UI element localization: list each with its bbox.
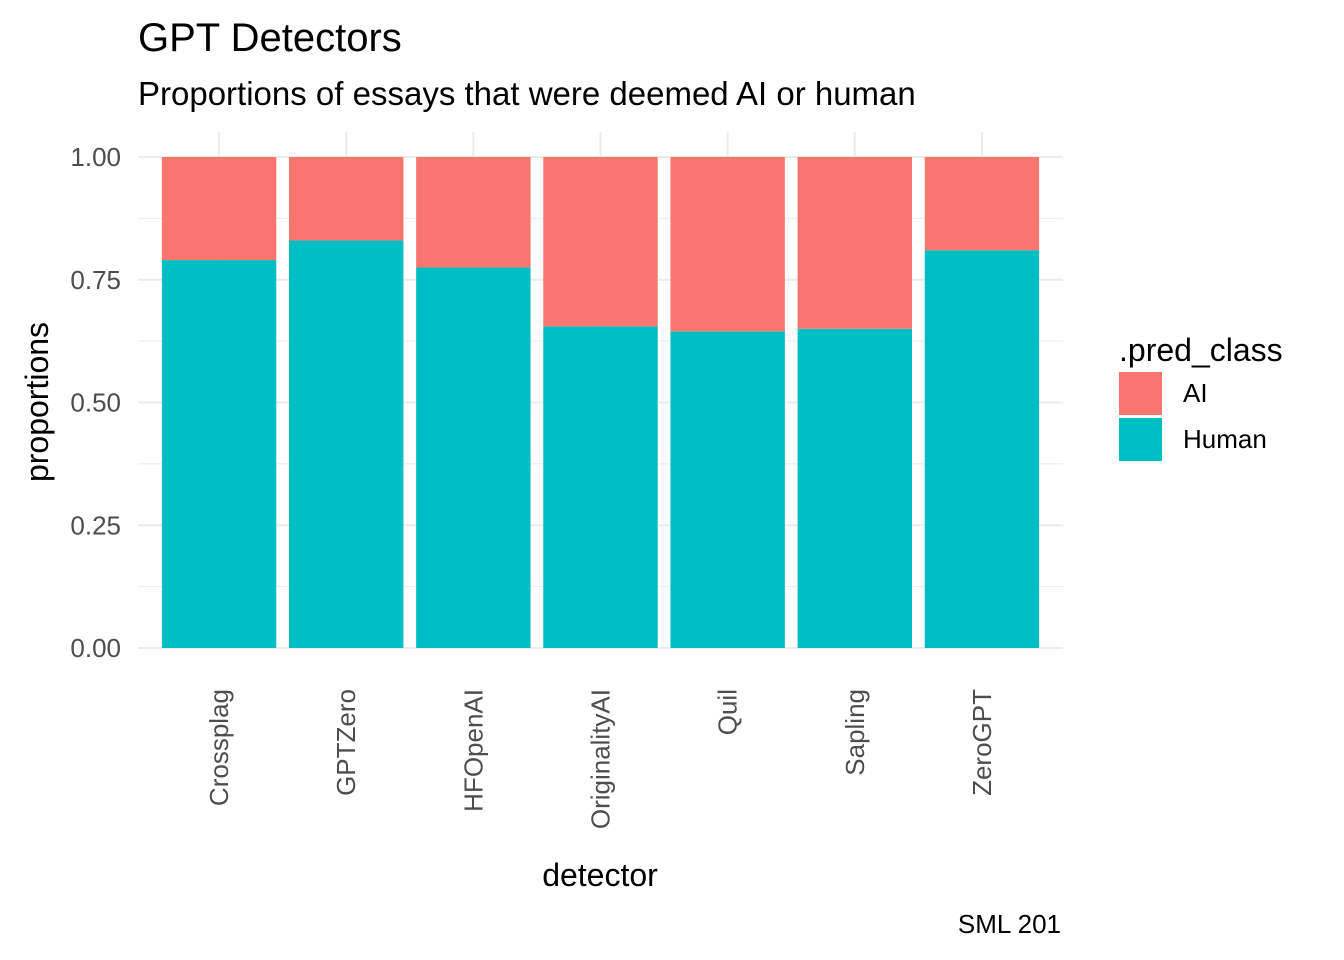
- x-tick-label: Crossplag: [204, 689, 234, 806]
- chart-caption: SML 201: [957, 909, 1061, 939]
- y-tick-label: 1.00: [70, 142, 121, 172]
- bar-human-gptzero: [289, 240, 404, 648]
- bar-ai-originalityai: [543, 157, 658, 327]
- bar-ai-hfopenai: [416, 157, 531, 268]
- legend-title: .pred_class: [1119, 332, 1283, 368]
- legend-label-ai: AI: [1183, 377, 1208, 408]
- x-tick-label: Quil: [713, 689, 743, 735]
- y-tick-label: 0.25: [70, 510, 121, 540]
- x-axis-label: detector: [542, 857, 658, 893]
- bar-ai-sapling: [797, 157, 912, 329]
- bar-ai-zerogpt: [924, 157, 1040, 251]
- bar-ai-quil: [670, 157, 785, 332]
- x-tick-label: ZeroGPT: [967, 689, 997, 796]
- x-tick-label: OriginalityAI: [586, 689, 616, 829]
- legend-item-ai: AI: [1119, 370, 1283, 416]
- bar-human-hfopenai: [416, 267, 531, 648]
- bar-human-quil: [670, 331, 785, 648]
- legend-key-human: [1119, 417, 1162, 461]
- y-tick-label: 0.50: [70, 388, 121, 418]
- chart-title: GPT Detectors: [138, 16, 402, 60]
- bar-ai-gptzero: [289, 157, 404, 241]
- legend: .pred_class AI Human: [1119, 330, 1283, 462]
- legend-item-human: Human: [1119, 416, 1283, 462]
- x-tick-label: GPTZero: [331, 689, 361, 796]
- bars: [161, 157, 1040, 649]
- bar-human-zerogpt: [924, 250, 1040, 649]
- y-tick-label: 0.00: [70, 633, 121, 663]
- y-tick-label: 0.75: [70, 265, 121, 295]
- legend-key-ai: [1119, 371, 1162, 415]
- bar-human-originalityai: [543, 326, 658, 648]
- y-tick-labels: 0.00 0.25 0.50 0.75 1.00: [70, 142, 121, 663]
- bar-ai-crossplag: [161, 157, 277, 261]
- legend-label-human: Human: [1183, 423, 1267, 454]
- y-axis-label: proportions: [19, 322, 55, 482]
- bar-human-sapling: [797, 328, 912, 648]
- x-tick-label: HFOpenAI: [458, 689, 488, 812]
- x-tick-labels: Crossplag GPTZero HFOpenAI OriginalityAI Qui…: [204, 689, 997, 829]
- bar-human-crossplag: [161, 260, 277, 648]
- x-tick-label: Sapling: [840, 689, 870, 776]
- chart-subtitle: Proportions of essays that were deemed A…: [138, 75, 916, 112]
